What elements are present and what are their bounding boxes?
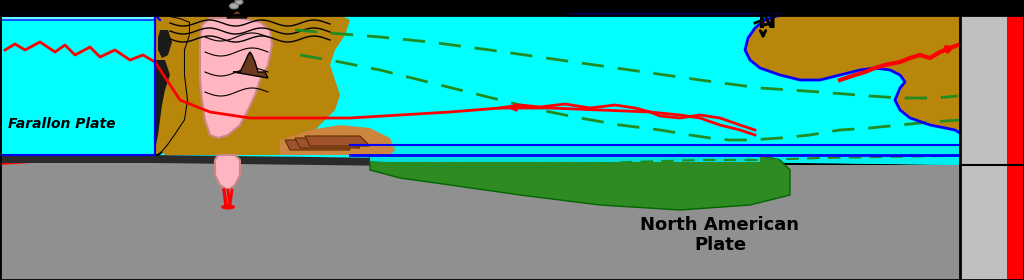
Ellipse shape — [229, 3, 239, 9]
Polygon shape — [0, 155, 760, 178]
Polygon shape — [162, 15, 350, 155]
Polygon shape — [155, 60, 170, 155]
Polygon shape — [370, 155, 760, 162]
Polygon shape — [155, 15, 961, 165]
Text: N: N — [758, 12, 776, 32]
Polygon shape — [0, 155, 961, 280]
Polygon shape — [0, 0, 1024, 15]
Text: North American: North American — [640, 216, 800, 234]
Ellipse shape — [233, 0, 241, 1]
Polygon shape — [961, 15, 1024, 280]
Polygon shape — [305, 136, 370, 146]
Polygon shape — [280, 125, 395, 155]
Text: Plate: Plate — [694, 236, 746, 254]
Polygon shape — [350, 145, 961, 165]
Polygon shape — [0, 15, 160, 280]
Polygon shape — [215, 155, 240, 190]
Ellipse shape — [221, 204, 234, 209]
Polygon shape — [233, 52, 268, 78]
Polygon shape — [227, 10, 247, 18]
Text: Farallon Plate: Farallon Plate — [8, 117, 116, 131]
Polygon shape — [158, 30, 172, 58]
Polygon shape — [0, 15, 160, 20]
Polygon shape — [155, 15, 190, 155]
Polygon shape — [980, 160, 1024, 280]
Polygon shape — [570, 15, 961, 130]
Polygon shape — [285, 140, 350, 150]
Polygon shape — [370, 155, 790, 210]
Ellipse shape — [234, 0, 243, 4]
Polygon shape — [1007, 15, 1024, 280]
Polygon shape — [200, 18, 272, 138]
Polygon shape — [295, 138, 360, 148]
Polygon shape — [0, 15, 160, 155]
